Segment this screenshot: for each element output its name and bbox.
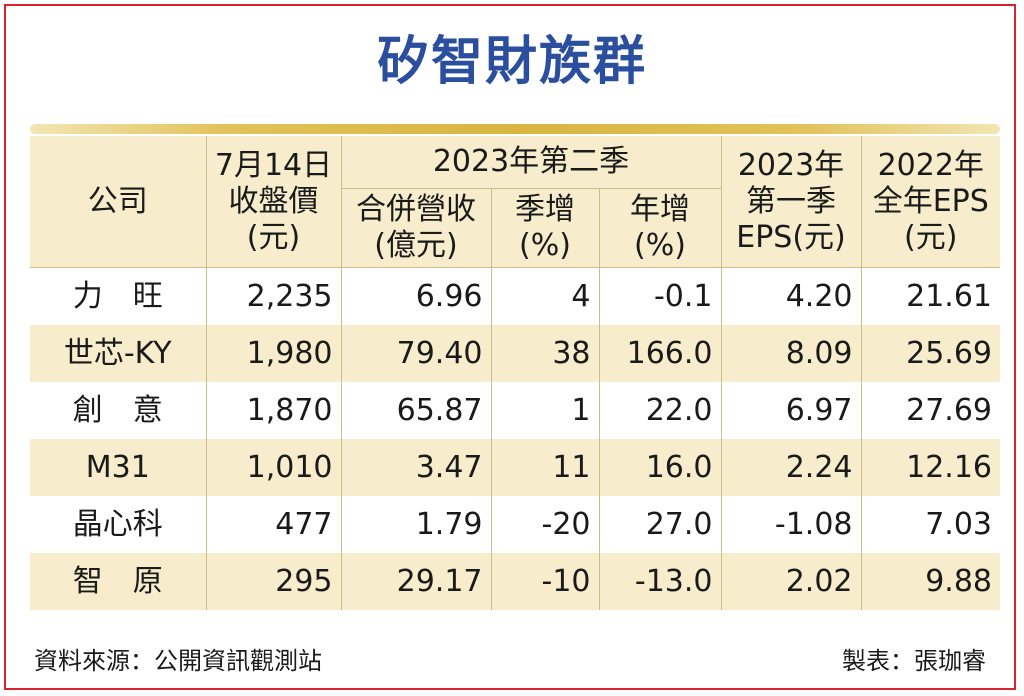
column-header: 季增 (%) (490, 188, 599, 268)
table-cell: 2.24 (720, 439, 862, 496)
table-cell: 6.97 (720, 382, 862, 439)
table-cell: 21.61 (860, 267, 1001, 325)
title-underline-bar (30, 124, 1000, 134)
infographic-frame: 矽智財族群 公司 7月14日 收盤價 (元) 2023年第二季 2023年 第一季 EP… (4, 4, 1016, 690)
company-name: M31 (30, 439, 206, 496)
chart-title: 矽智財族群 (376, 32, 647, 92)
company-name: 力 旺 (72, 278, 163, 314)
table-cell: 295 (205, 553, 341, 610)
table-cell: -10 (490, 553, 599, 610)
table-cell: 1.79 (340, 496, 491, 553)
column-header: 2023年 第一季 EPS(元) (720, 136, 862, 268)
company-name: 創 意 (72, 392, 163, 428)
table-cell: 16.0 (598, 439, 722, 496)
table-cell: 22.0 (598, 382, 722, 439)
table-cell: 65.87 (340, 382, 491, 439)
table-cell: 477 (205, 496, 341, 553)
table-cell: 7.03 (860, 496, 1001, 553)
table-cell: 11 (490, 439, 599, 496)
group-header: 2023年第二季 (340, 136, 722, 189)
table-cell: 27.0 (598, 496, 722, 553)
column-header: 公司 (30, 136, 206, 268)
table-cell: 2,235 (205, 267, 341, 325)
table-cell: 2.02 (720, 553, 862, 610)
table-cell: 8.09 (720, 325, 862, 382)
table-cell: 1,980 (205, 325, 341, 382)
table-cell: -20 (490, 496, 599, 553)
table-cell: 1,010 (205, 439, 341, 496)
credit-note: 製表：張珈睿 (842, 647, 986, 675)
table-cell: 1 (490, 382, 599, 439)
table-cell: -13.0 (598, 553, 722, 610)
table-row: M31 1,010 3.47 11 16.0 2.24 12.16 (30, 439, 1001, 496)
table-cell: 4 (490, 267, 599, 325)
company-name: 智 原 (30, 553, 206, 610)
table-body: 力 旺 2,235 6.96 4 -0.1 4.20 21.61 世芯-KY 1,980 79.4… (30, 267, 1001, 610)
table-row: 力 旺 2,235 6.96 4 -0.1 4.20 21.61 (30, 267, 1001, 325)
column-header: 合併營收 (億元) (340, 188, 491, 268)
data-table: 公司 7月14日 收盤價 (元) 2023年第二季 2023年 第一季 EPS(元) 2… (30, 136, 1001, 610)
column-header: 7月14日 收盤價 (元) (205, 136, 341, 268)
company-name: 世芯-KY (30, 325, 206, 382)
table-cell: 1,870 (205, 382, 341, 439)
table-cell: 9.88 (860, 553, 1001, 610)
table-row: 智 原 295 29.17 -10 -13.0 2.02 9.88 (30, 553, 1001, 610)
table-cell: -1.08 (720, 496, 862, 553)
table-cell: -0.1 (598, 267, 722, 325)
table-cell: 3.47 (340, 439, 491, 496)
table-header: 公司 7月14日 收盤價 (元) 2023年第二季 2023年 第一季 EPS(元) 2… (30, 136, 1001, 268)
table-cell: 25.69 (860, 325, 1001, 382)
column-header: 年增 (%) (598, 188, 722, 268)
table-cell: 29.17 (340, 553, 491, 610)
company-name: 晶心科 (72, 506, 163, 542)
table-cell: 166.0 (598, 325, 722, 382)
column-header: 2022年 全年EPS (元) (860, 136, 1001, 268)
table-cell: 27.69 (860, 382, 1001, 439)
table-cell: 12.16 (860, 439, 1001, 496)
source-note: 資料來源：公開資訊觀測站 (34, 647, 322, 675)
table-row: 晶心科 477 1.79 -20 27.0 -1.08 7.03 (30, 496, 1001, 553)
table-cell: 38 (490, 325, 599, 382)
table-row: 世芯-KY 1,980 79.40 38 166.0 8.09 25.69 (30, 325, 1001, 382)
table-cell: 6.96 (340, 267, 491, 325)
table-cell: 4.20 (720, 267, 862, 325)
table-cell: 79.40 (340, 325, 491, 382)
table-row: 創 意 1,870 65.87 1 22.0 6.97 27.69 (30, 382, 1001, 439)
